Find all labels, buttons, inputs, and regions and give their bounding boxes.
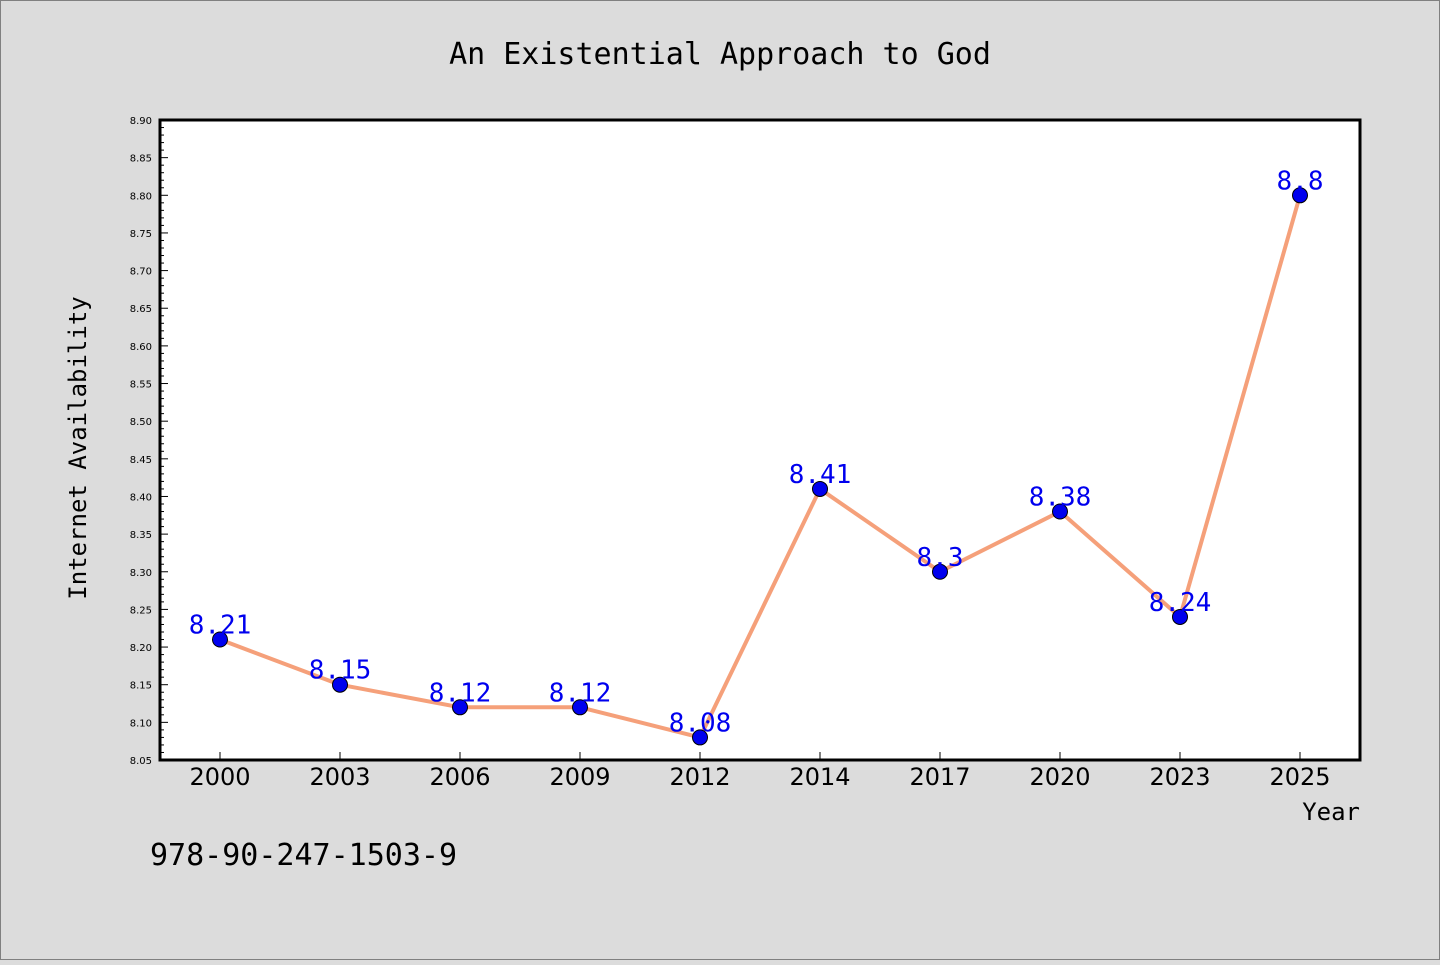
x-tick-label: 2000 bbox=[189, 763, 250, 791]
x-tick-label: 2003 bbox=[309, 763, 370, 791]
data-point-marker bbox=[1172, 608, 1188, 625]
data-point-marker bbox=[212, 631, 228, 648]
y-tick-label: 8.50 bbox=[130, 417, 152, 428]
data-value-label: 8.24 bbox=[1149, 588, 1212, 618]
data-value-label: 8.3 bbox=[917, 543, 964, 573]
data-point-marker bbox=[812, 480, 828, 497]
y-tick-label: 8.70 bbox=[130, 267, 152, 278]
data-value-label: 8.12 bbox=[549, 678, 612, 708]
y-tick-label: 8.05 bbox=[130, 756, 152, 767]
y-tick-label: 8.30 bbox=[130, 568, 152, 579]
series-layer: 8.21 8.15 8.12 8.12 8.08 8.41 8.3 8.38 8.24 8.8 bbox=[189, 166, 1324, 746]
x-tick-label: 2025 bbox=[1269, 763, 1330, 791]
plot-area bbox=[158, 118, 1362, 762]
y-tick-label: 8.15 bbox=[130, 681, 152, 692]
data-value-label: 8.12 bbox=[429, 678, 492, 708]
data-point-marker bbox=[932, 563, 948, 580]
data-value-label: 8.08 bbox=[669, 708, 732, 738]
y-tick-label: 8.35 bbox=[130, 530, 152, 541]
data-point-marker bbox=[572, 699, 588, 716]
x-tick-label: 2023 bbox=[1149, 763, 1210, 791]
data-value-label: 8.38 bbox=[1029, 483, 1092, 513]
y-tick-label: 8.45 bbox=[130, 455, 152, 466]
series-line bbox=[218, 193, 1302, 740]
data-point-marker bbox=[692, 729, 708, 746]
data-value-label: 8.41 bbox=[789, 460, 852, 490]
x-tick-label: 2012 bbox=[669, 763, 730, 791]
y-tick-label: 8.55 bbox=[130, 380, 152, 391]
isbn-text: 978-90-247-1503-9 bbox=[150, 838, 457, 873]
chart-title: An Existential Approach to God bbox=[449, 37, 991, 72]
data-point-marker bbox=[452, 699, 468, 716]
y-tick-label: 8.25 bbox=[130, 605, 152, 616]
x-axis: 2000 2003 2006 2009 2012 2014 2017 2020 2023 2025 bbox=[189, 752, 1331, 791]
data-value-label: 8.21 bbox=[189, 611, 252, 641]
data-value-label: 8.15 bbox=[309, 656, 372, 686]
y-tick-label: 8.90 bbox=[130, 116, 152, 127]
x-tick-label: 2017 bbox=[909, 763, 970, 791]
y-axis: 8.05 8.10 8.15 8.20 8.25 8.30 8.35 8.40 8.45 8.50… bbox=[130, 116, 168, 767]
data-point-marker bbox=[332, 676, 348, 693]
x-tick-label: 2006 bbox=[429, 763, 490, 791]
x-tick-label: 2020 bbox=[1029, 763, 1090, 791]
data-point-marker bbox=[1292, 187, 1308, 204]
y-tick-label: 8.80 bbox=[130, 191, 152, 202]
y-tick-label: 8.65 bbox=[130, 304, 152, 315]
y-tick-label: 8.75 bbox=[130, 229, 152, 240]
y-tick-label: 8.40 bbox=[130, 492, 152, 503]
y-tick-label: 8.10 bbox=[130, 718, 152, 729]
x-tick-label: 2014 bbox=[789, 763, 850, 791]
y-tick-label: 8.60 bbox=[130, 342, 152, 353]
x-axis-label: Year bbox=[1302, 798, 1360, 826]
y-axis-label: Internet Availability bbox=[64, 296, 92, 599]
data-value-label: 8.8 bbox=[1277, 166, 1324, 196]
y-tick-label: 8.20 bbox=[130, 643, 152, 654]
x-tick-label: 2009 bbox=[549, 763, 610, 791]
y-tick-label: 8.85 bbox=[130, 154, 152, 165]
data-point-marker bbox=[1052, 503, 1068, 520]
